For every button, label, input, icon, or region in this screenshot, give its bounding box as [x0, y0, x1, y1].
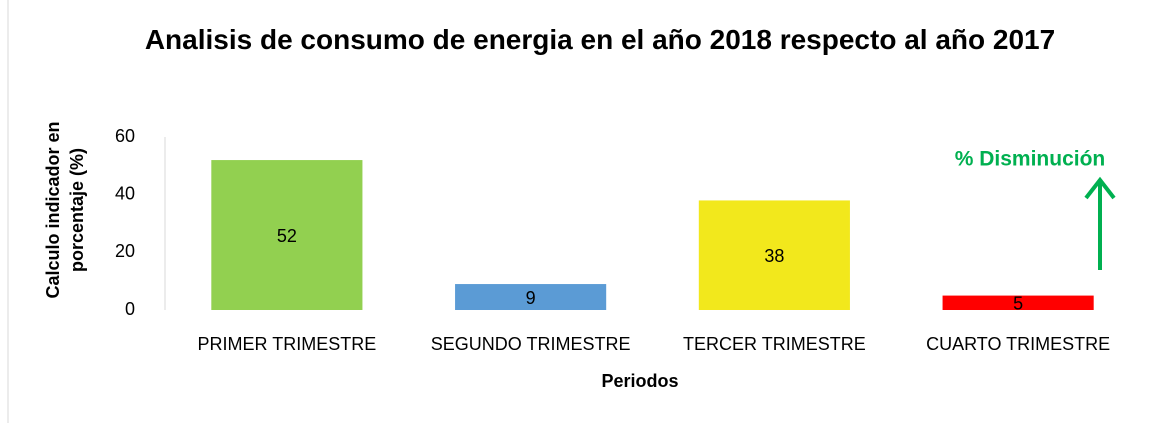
annotation: % Disminución — [955, 148, 1106, 171]
x-tick-label: PRIMER TRIMESTRE — [198, 334, 377, 354]
y-tick-label: 40 — [115, 183, 135, 203]
arrow-head — [1084, 176, 1116, 200]
data-label: 52 — [277, 226, 297, 246]
x-axis-label: Periodos — [601, 371, 678, 391]
bar — [942, 295, 1094, 310]
chart-title: Analisis de consumo de energia en el año… — [144, 24, 1056, 55]
y-tick-label: 0 — [125, 299, 135, 319]
y-tick-label: 60 — [115, 126, 135, 146]
y-axis-label: Calculo indicador en porcentaje (%) — [43, 121, 87, 299]
data-label: 9 — [526, 288, 536, 308]
bar — [455, 284, 607, 310]
bar — [698, 200, 850, 310]
y-tick-label: 20 — [115, 241, 135, 261]
x-tick-label: TERCER TRIMESTRE — [683, 334, 866, 354]
data-label: 38 — [764, 246, 784, 266]
x-tick-label: CUARTO TRIMESTRE — [926, 334, 1110, 354]
x-tick-label: SEGUNDO TRIMESTRE — [431, 334, 631, 354]
data-label: 5 — [1013, 294, 1023, 314]
bar — [211, 160, 363, 310]
